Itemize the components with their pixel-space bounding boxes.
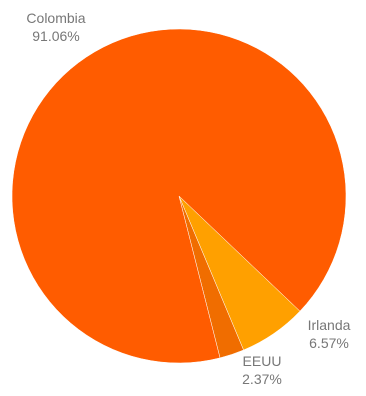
slice-label-irlanda: Irlanda	[308, 317, 351, 333]
pie-slices	[12, 29, 346, 363]
slice-label-colombia: Colombia	[26, 10, 85, 26]
slice-value-eeuu: 2.37%	[242, 371, 282, 387]
slice-value-irlanda: 6.57%	[309, 335, 349, 351]
slice-label-eeuu: EEUU	[243, 353, 282, 369]
slice-value-colombia: 91.06%	[32, 28, 79, 44]
